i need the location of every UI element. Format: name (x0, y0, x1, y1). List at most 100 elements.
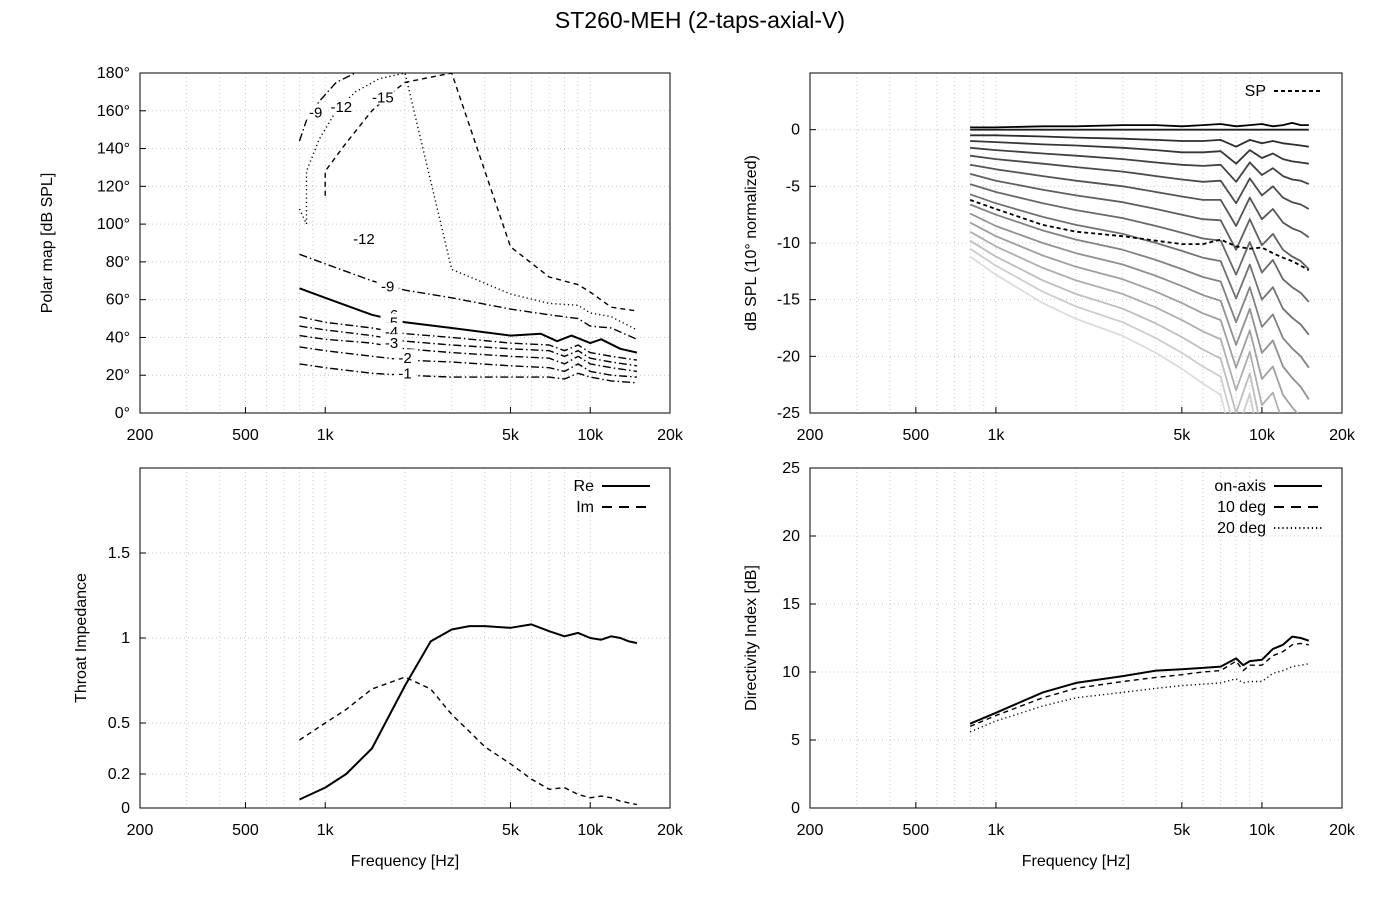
polar_map-ytick-label: 80° (106, 254, 130, 271)
normalized_spl-series-0- (970, 122, 1309, 129)
polar_map-ytick-label: 40° (106, 329, 130, 346)
directivity_index-ytick-label: 25 (782, 460, 800, 477)
polar_map-xtick-label: 500 (232, 427, 259, 444)
polar_map-ytick-label: 20° (106, 367, 130, 384)
polar_map-contour-label: -15 (372, 90, 394, 107)
throat_impedance-legend-label: Re (574, 478, 595, 495)
polar_map-contour-label: -12 (353, 231, 375, 248)
directivity_index-xtick-label: 10k (1249, 822, 1276, 839)
polar_map-contour-label-bg (371, 88, 394, 105)
throat_impedance-grid (140, 468, 670, 808)
normalized_spl-series-40- (970, 146, 1310, 185)
polar_map-contour-label-bg (376, 277, 399, 294)
polar_map-contour-label-bg (330, 98, 353, 114)
polar_map-xtick-label: 20k (657, 427, 684, 444)
polar_map-contour-label-bg (394, 364, 416, 381)
polar_map-ytick-label: 160° (97, 103, 130, 120)
throat_impedance-ytick-label: 1 (121, 630, 130, 647)
polar_map-series--4 (299, 325, 638, 367)
directivity_index-ytick-label: 15 (782, 596, 800, 613)
directivity_index-series-20-deg (969, 663, 1309, 733)
directivity_index-series-group (969, 635, 1310, 733)
chart-panels: 200 500 1k 5k 10k 20k0°20°40°60°80°100°120°14… (39, 65, 1356, 870)
normalized_spl-series-150- (969, 247, 1255, 413)
normalized_spl-xtick-label: 500 (903, 427, 930, 444)
directivity_index-series-10-deg (969, 642, 1309, 728)
polar_map-contour-label: -2 (398, 350, 411, 367)
throat_impedance-ytick-label: 1.5 (108, 545, 130, 562)
normalized_spl-ytick-label: -5 (786, 178, 800, 195)
normalized_spl-series-160- (969, 255, 1227, 413)
polar_map-ytick-label: 180° (97, 65, 130, 82)
normalized_spl-xtick-label: 1k (987, 427, 1005, 444)
polar_map-contour-label: -12 (330, 99, 352, 116)
polar_map-contour-label: -9 (309, 105, 322, 122)
throat_impedance-ytick-label: 0.5 (108, 715, 130, 732)
throat_impedance-ytick-label: 0 (121, 800, 130, 817)
normalized_spl-ytick-label: -20 (777, 348, 800, 365)
normalized_spl-ytick-label: -10 (777, 235, 800, 252)
normalized_spl-series-70- (969, 173, 1310, 270)
polar_map-series--2 (299, 346, 637, 378)
directivity_index-legend-label: on-axis (1214, 478, 1266, 495)
normalized_spl-series-90- (969, 193, 1310, 336)
throat_impedance-xtick-label: 500 (232, 822, 259, 839)
normalized_spl-series-120- (969, 221, 1299, 413)
directivity_index-xtick-label: 1k (987, 822, 1005, 839)
throat_impedance-xtick-label: 10k (577, 822, 604, 839)
polar_map-panel: 200 500 1k 5k 10k 20k 0° 20° 40° 60° 80° 100° 120° 14… (39, 65, 684, 444)
throat_impedance-series-group (299, 623, 638, 806)
polar_map-series-group (298, 73, 638, 384)
normalized_spl-series-50- (969, 154, 1310, 210)
polar_map-ytick-label: 100° (97, 216, 130, 233)
polar_map-contour-label: -3 (385, 335, 398, 352)
throat_impedance-legend-label: Im (576, 499, 594, 516)
throat_impedance-xtick-label: 20k (657, 822, 684, 839)
normalized_spl-series-sp (969, 199, 1310, 271)
normalized_spl-xtick-label: 20k (1329, 427, 1356, 444)
polar_map-ytick-label: 120° (97, 178, 130, 195)
directivity_index-xtick-label: 5k (1173, 822, 1191, 839)
throat_impedance-xlabel: Frequency [Hz] (351, 853, 459, 870)
throat_impedance-series-im (299, 676, 638, 806)
directivity_index-ytick-label: 0 (791, 800, 800, 817)
directivity_index-xtick-label: 20k (1329, 822, 1356, 839)
normalized_spl-series-20- (970, 134, 1309, 148)
throat_impedance-xtick-label: 200 (127, 822, 154, 839)
normalized_spl-series-80- (969, 183, 1310, 303)
normalized_spl-ytick-label: -25 (777, 405, 800, 422)
polar_map-xtick-label: 1k (317, 427, 335, 444)
polar_map-frame (139, 72, 671, 414)
directivity_index-ytick-label: 10 (782, 664, 800, 681)
normalized_spl-series-140- (969, 239, 1260, 413)
normalized_spl-series-60- (969, 163, 1310, 239)
normalized_spl-series-30- (970, 140, 1309, 165)
normalized_spl-xtick-label: 200 (797, 427, 824, 444)
directivity_index-legend-label: 20 deg (1217, 520, 1266, 537)
throat_impedance-series-re (299, 623, 638, 801)
throat_impedance-panel: 200 500 1k 5k 10k 20k 0 0.2 0.5 1 1.5 Throat Impeda… (73, 467, 684, 870)
directivity_index-ytick-label: 20 (782, 528, 800, 545)
normalized_spl-series-group (969, 122, 1310, 413)
directivity_index-grid (810, 468, 1342, 808)
normalized_spl-ylabel: dB SPL (10° normalized) (743, 155, 760, 331)
polar_map-ytick-label: 60° (106, 292, 130, 309)
throat_impedance-ytick-label: 0.2 (108, 766, 130, 783)
directivity_index-ytick-label: 5 (791, 732, 800, 749)
polar_map-series--6 (299, 287, 638, 354)
polar_map-contour-label-bg (304, 103, 327, 120)
polar_map-series--1 (299, 363, 637, 384)
normalized_spl-ytick-label: -15 (777, 292, 800, 309)
directivity_index-series-on-axis (969, 635, 1310, 725)
polar_map-series--9 (299, 253, 638, 340)
normalized_spl-legend-label: SP (1245, 83, 1266, 100)
polar_map-series--3 (299, 334, 637, 373)
directivity_index-frame (809, 467, 1343, 809)
directivity_index-panel: 200 500 1k 5k 10k 20k 0 5 10 15 20 25 Directivity In… (743, 460, 1356, 870)
directivity_index-xtick-label: 200 (797, 822, 824, 839)
throat_impedance-xtick-label: 1k (317, 822, 335, 839)
polar_map-contour-label-bg (394, 349, 416, 366)
polar_map-contour-label: -1 (398, 365, 411, 382)
directivity_index-legend-label: 10 deg (1217, 499, 1266, 516)
